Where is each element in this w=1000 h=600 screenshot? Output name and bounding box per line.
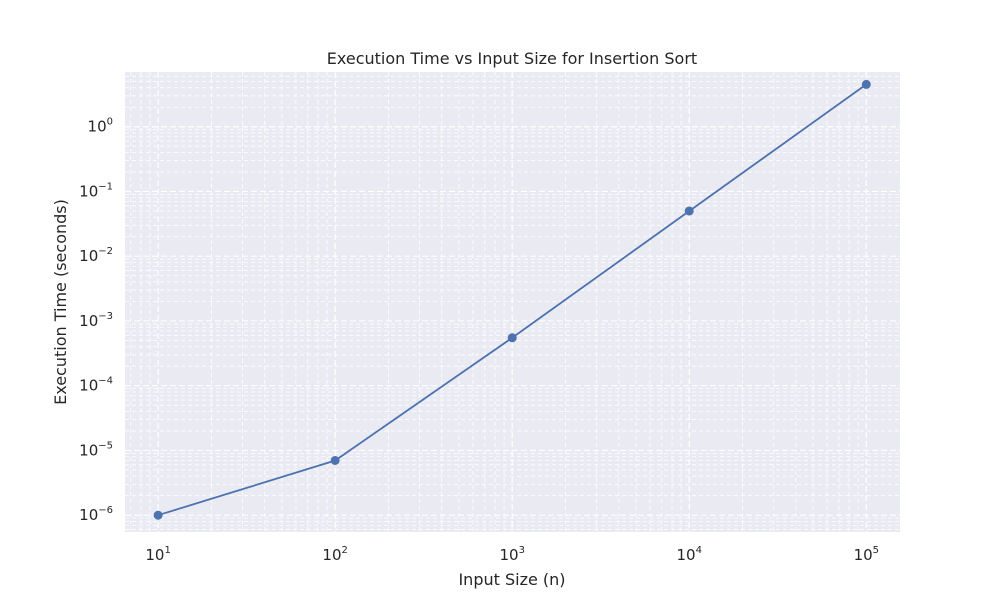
y-tick-label: 10−1 bbox=[79, 181, 113, 200]
x-axis-ticks: 101 102 103 104 105 bbox=[145, 545, 879, 564]
x-tick-label: 102 bbox=[322, 545, 347, 564]
x-tick-label: 103 bbox=[499, 545, 524, 564]
x-tick-label: 105 bbox=[854, 545, 879, 564]
y-axis-ticks: 10−6 10−5 10−4 10−3 10−2 10−1 100 bbox=[79, 117, 113, 524]
data-point bbox=[330, 455, 340, 465]
y-tick-label: 10−2 bbox=[79, 246, 113, 265]
chart-title: Execution Time vs Input Size for Inserti… bbox=[327, 49, 697, 68]
y-tick-label: 10−3 bbox=[79, 311, 113, 330]
y-tick-label: 10−6 bbox=[79, 505, 113, 524]
data-point bbox=[507, 333, 517, 343]
x-tick-label: 104 bbox=[677, 545, 702, 564]
grid-major bbox=[125, 72, 900, 532]
data-point bbox=[153, 510, 163, 520]
y-tick-label: 100 bbox=[88, 117, 113, 136]
data-point bbox=[861, 79, 871, 89]
data-point bbox=[684, 206, 694, 216]
y-axis-label: Execution Time (seconds) bbox=[51, 199, 70, 405]
y-tick-label: 10−5 bbox=[79, 440, 113, 459]
x-tick-label: 101 bbox=[145, 545, 170, 564]
y-tick-label: 10−4 bbox=[79, 376, 113, 395]
series-layer bbox=[153, 79, 871, 520]
x-axis-label: Input Size (n) bbox=[458, 570, 565, 589]
